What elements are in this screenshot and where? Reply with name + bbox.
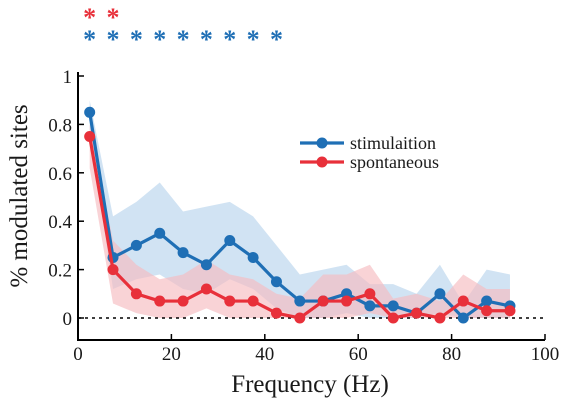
data-point-stimulaition bbox=[84, 106, 96, 118]
legend-marker-spontaneous bbox=[316, 156, 328, 168]
significance-star-spontaneous: * bbox=[83, 3, 96, 32]
significance-star-stimulaition: * bbox=[223, 25, 236, 54]
significance-star-spontaneous: * bbox=[107, 3, 120, 32]
data-point-spontaneous bbox=[154, 295, 166, 307]
data-point-stimulaition bbox=[364, 300, 376, 312]
data-point-spontaneous bbox=[434, 312, 446, 324]
band-stimulaition bbox=[89, 100, 510, 318]
data-point-spontaneous bbox=[107, 264, 119, 276]
data-point-stimulaition bbox=[130, 239, 142, 251]
data-point-stimulaition bbox=[270, 276, 282, 288]
data-point-spontaneous bbox=[84, 131, 96, 142]
significance-star-stimulaition: * bbox=[107, 25, 120, 54]
significance-star-stimulaition: * bbox=[153, 25, 166, 54]
data-point-stimulaition bbox=[294, 295, 306, 307]
data-point-spontaneous bbox=[504, 305, 516, 317]
data-point-spontaneous bbox=[294, 312, 306, 324]
data-point-spontaneous bbox=[387, 312, 399, 324]
data-point-stimulaition bbox=[224, 235, 236, 247]
x-tick-label: 0 bbox=[73, 344, 83, 365]
data-point-stimulaition bbox=[200, 259, 212, 271]
data-point-stimulaition bbox=[434, 288, 446, 300]
significance-markers: * ** * * * * * * * * bbox=[83, 3, 283, 54]
data-point-spontaneous bbox=[457, 295, 469, 307]
axes: 0 20 40 60 80 100 0 0.2 0.4 0.6 0.8 1 bbox=[48, 67, 559, 365]
legend-marker-stimulaition bbox=[316, 137, 328, 149]
significance-star-stimulaition: * bbox=[177, 25, 190, 54]
significance-star-stimulaition: * bbox=[200, 25, 213, 54]
data-point-stimulaition bbox=[481, 295, 493, 307]
x-tick-label: 80 bbox=[442, 344, 461, 365]
data-point-stimulaition bbox=[457, 312, 469, 324]
legend-label-spontaneous: spontaneous bbox=[350, 152, 439, 172]
data-point-stimulaition bbox=[154, 227, 166, 239]
data-point-spontaneous bbox=[247, 295, 259, 307]
significance-star-stimulaition: * bbox=[270, 25, 283, 54]
data-point-spontaneous bbox=[270, 307, 282, 319]
confidence-bands bbox=[89, 100, 510, 319]
significance-star-stimulaition: * bbox=[130, 25, 143, 54]
x-axis-label: Frequency (Hz) bbox=[231, 371, 389, 398]
data-point-spontaneous bbox=[411, 307, 423, 319]
y-tick-label: 0.8 bbox=[48, 115, 72, 136]
data-point-spontaneous bbox=[481, 305, 493, 317]
data-point-spontaneous bbox=[177, 295, 189, 307]
y-axis-label: % modulated sites bbox=[6, 104, 33, 287]
y-tick-label: 0.4 bbox=[48, 212, 72, 233]
data-point-spontaneous bbox=[224, 295, 236, 307]
data-point-stimulaition bbox=[387, 300, 399, 312]
x-tick-label: 40 bbox=[255, 344, 274, 365]
data-point-spontaneous bbox=[130, 288, 142, 300]
x-tick-label: 60 bbox=[349, 344, 368, 365]
data-point-spontaneous bbox=[341, 295, 353, 307]
y-tick-label: 0.6 bbox=[48, 164, 72, 185]
y-tick-label: 0 bbox=[63, 309, 73, 330]
significance-star-stimulaition: * bbox=[83, 25, 96, 54]
data-point-spontaneous bbox=[317, 295, 329, 307]
y-tick-label: 1 bbox=[63, 67, 73, 88]
data-point-spontaneous bbox=[364, 288, 376, 300]
data-point-stimulaition bbox=[177, 247, 189, 259]
series-lines bbox=[84, 106, 516, 324]
legend-label-stimulaition: stimulaition bbox=[350, 133, 436, 153]
x-tick-label: 20 bbox=[162, 344, 181, 365]
data-point-stimulaition bbox=[247, 252, 259, 263]
x-tick-label: 100 bbox=[531, 344, 560, 365]
significance-star-stimulaition: * bbox=[247, 25, 260, 54]
y-tick-label: 0.2 bbox=[48, 261, 72, 282]
band-spontaneous bbox=[89, 124, 510, 319]
data-point-spontaneous bbox=[200, 283, 212, 295]
